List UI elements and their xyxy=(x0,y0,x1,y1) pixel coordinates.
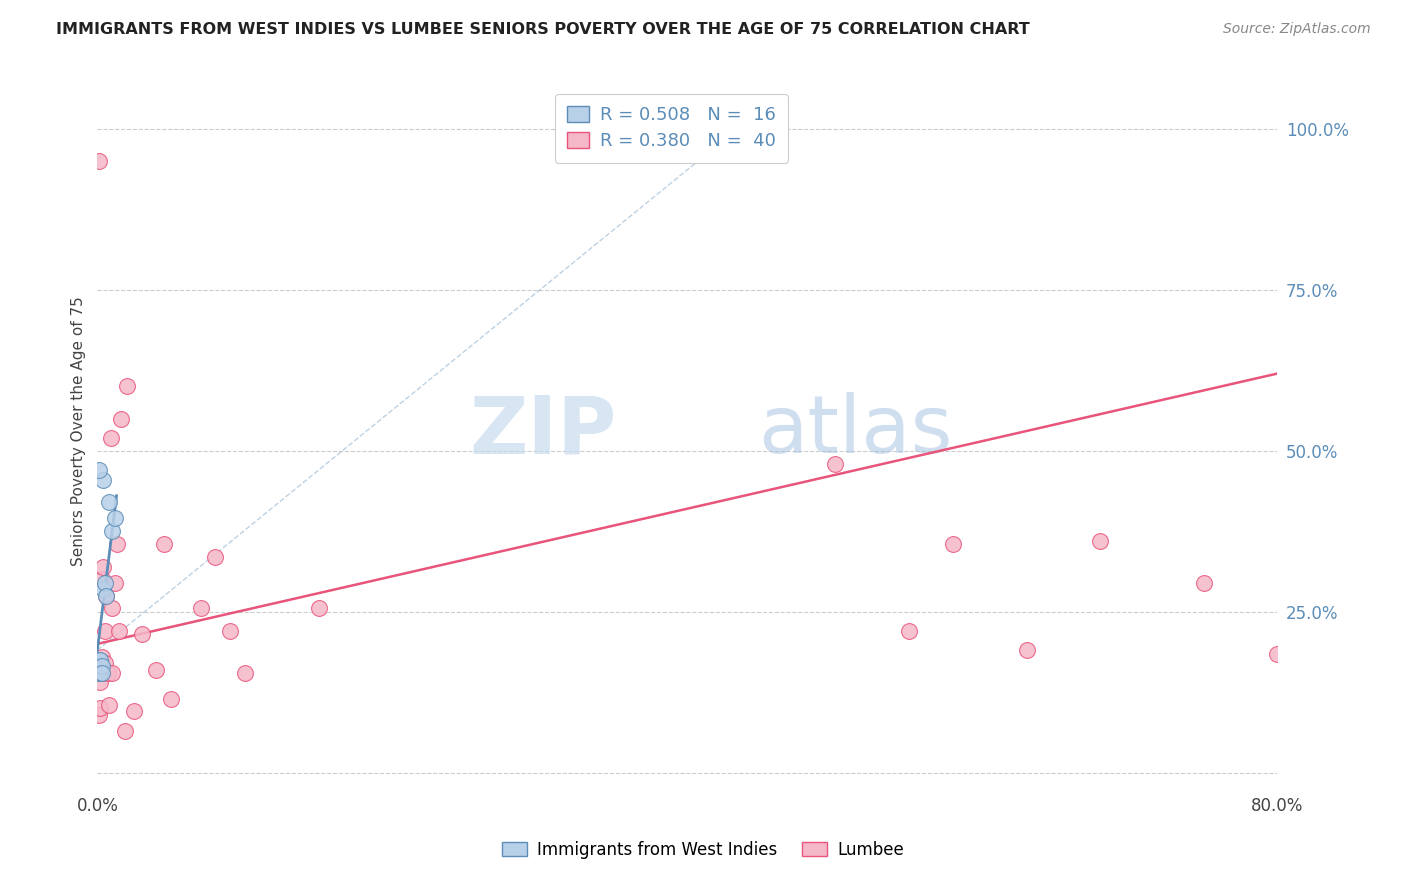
Text: Source: ZipAtlas.com: Source: ZipAtlas.com xyxy=(1223,22,1371,37)
Point xyxy=(145,663,167,677)
Point xyxy=(1090,533,1112,548)
Point xyxy=(89,665,111,680)
Point xyxy=(87,665,110,680)
Point xyxy=(824,457,846,471)
Point xyxy=(101,524,124,539)
Point xyxy=(87,154,110,169)
Point xyxy=(1015,643,1038,657)
Point xyxy=(100,431,122,445)
Point xyxy=(97,665,120,680)
Point xyxy=(131,627,153,641)
Point xyxy=(1267,647,1289,661)
Point xyxy=(93,575,115,590)
Text: IMMIGRANTS FROM WEST INDIES VS LUMBEE SENIORS POVERTY OVER THE AGE OF 75 CORRELA: IMMIGRANTS FROM WEST INDIES VS LUMBEE SE… xyxy=(56,22,1031,37)
Point xyxy=(101,665,124,680)
Point xyxy=(152,537,174,551)
Point xyxy=(91,473,114,487)
Point xyxy=(98,698,121,712)
Point xyxy=(90,659,112,673)
Point xyxy=(89,659,111,673)
Point xyxy=(90,573,112,587)
Point xyxy=(87,463,110,477)
Point xyxy=(1192,575,1215,590)
Point xyxy=(91,665,114,680)
Point xyxy=(105,537,128,551)
Point xyxy=(190,601,212,615)
Point xyxy=(108,624,131,638)
Point xyxy=(942,537,965,551)
Point xyxy=(96,589,118,603)
Point xyxy=(110,411,132,425)
Point xyxy=(93,656,115,670)
Point xyxy=(122,705,145,719)
Point xyxy=(87,663,110,677)
Point xyxy=(91,582,114,596)
Point xyxy=(104,575,127,590)
Point xyxy=(98,495,121,509)
Point xyxy=(101,601,124,615)
Point xyxy=(87,659,110,673)
Point xyxy=(204,549,226,564)
Point xyxy=(308,601,330,615)
Point xyxy=(115,379,138,393)
Point xyxy=(91,559,114,574)
Point xyxy=(160,691,183,706)
Point xyxy=(897,624,920,638)
Text: atlas: atlas xyxy=(758,392,953,470)
Point xyxy=(89,653,111,667)
Point xyxy=(90,649,112,664)
Point xyxy=(89,701,111,715)
Point xyxy=(219,624,242,638)
Point xyxy=(114,723,136,738)
Point xyxy=(233,665,256,680)
Point xyxy=(87,653,110,667)
Legend: Immigrants from West Indies, Lumbee: Immigrants from West Indies, Lumbee xyxy=(495,835,911,866)
Point xyxy=(90,665,112,680)
Text: ZIP: ZIP xyxy=(470,392,617,470)
Point xyxy=(89,675,111,690)
Legend: R = 0.508   N =  16, R = 0.380   N =  40: R = 0.508 N = 16, R = 0.380 N = 40 xyxy=(555,94,789,162)
Point xyxy=(104,511,127,525)
Point xyxy=(96,589,118,603)
Point xyxy=(93,624,115,638)
Point xyxy=(87,707,110,722)
Y-axis label: Seniors Poverty Over the Age of 75: Seniors Poverty Over the Age of 75 xyxy=(72,296,86,566)
